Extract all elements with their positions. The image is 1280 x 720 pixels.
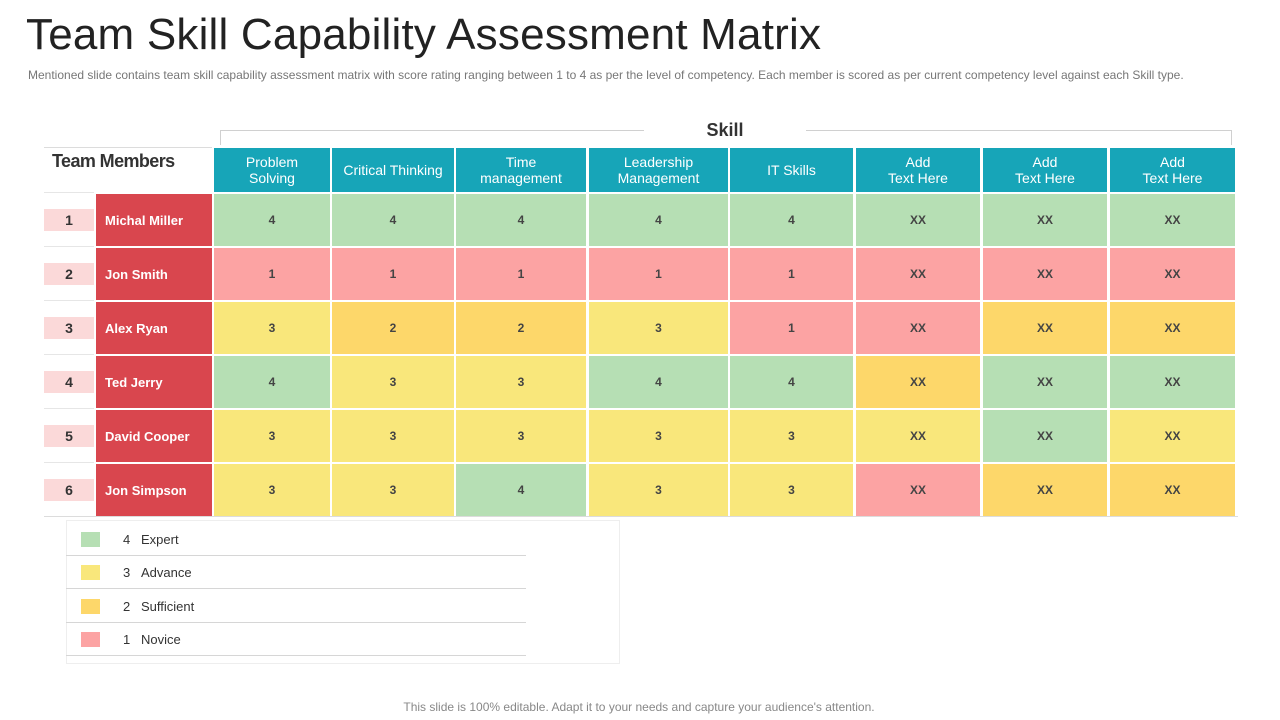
member-number: 6 xyxy=(44,479,94,501)
legend-item: 1 Novice xyxy=(66,622,526,656)
matrix-bottom-divider xyxy=(44,516,1238,517)
page-subtitle: Mentioned slide contains team skill capa… xyxy=(28,68,1184,82)
score-cell: 3 xyxy=(730,410,853,462)
member-number: 1 xyxy=(44,209,94,231)
legend-panel xyxy=(66,520,620,664)
skill-header: IT Skills xyxy=(730,148,853,192)
member-number: 5 xyxy=(44,425,94,447)
skill-group-label: Skill xyxy=(644,118,806,142)
score-cell: XX xyxy=(983,302,1107,354)
legend-label: Novice xyxy=(141,632,181,647)
score-cell: XX xyxy=(1110,464,1235,516)
score-cell: 3 xyxy=(214,410,330,462)
score-cell: 1 xyxy=(730,302,853,354)
skill-header: Leadership Management xyxy=(589,148,728,192)
score-cell: 3 xyxy=(332,464,454,516)
skill-header: Add Text Here xyxy=(856,148,980,192)
row-divider xyxy=(44,462,94,463)
score-cell: 4 xyxy=(332,194,454,246)
member-number: 4 xyxy=(44,371,94,393)
score-cell: XX xyxy=(1110,410,1235,462)
score-cell: XX xyxy=(983,410,1107,462)
row-divider xyxy=(44,246,94,247)
skill-header: Add Text Here xyxy=(1110,148,1235,192)
score-cell: 4 xyxy=(589,194,728,246)
skill-header: Time management xyxy=(456,148,586,192)
score-cell: XX xyxy=(856,302,980,354)
score-cell: XX xyxy=(856,356,980,408)
legend-label: Advance xyxy=(141,565,192,580)
score-cell: XX xyxy=(983,356,1107,408)
score-cell: 1 xyxy=(589,248,728,300)
member-name: David Cooper xyxy=(96,410,212,462)
score-cell: 1 xyxy=(332,248,454,300)
legend-item: 3 Advance xyxy=(66,555,526,589)
legend-swatch xyxy=(81,532,100,547)
member-name: Jon Simpson xyxy=(96,464,212,516)
score-cell: 4 xyxy=(214,356,330,408)
score-cell: 3 xyxy=(214,464,330,516)
score-cell: 3 xyxy=(214,302,330,354)
score-cell: 4 xyxy=(456,464,586,516)
score-cell: XX xyxy=(983,194,1107,246)
team-members-heading: Team Members xyxy=(52,151,175,171)
score-cell: 1 xyxy=(456,248,586,300)
score-cell: 2 xyxy=(456,302,586,354)
score-cell: XX xyxy=(1110,194,1235,246)
legend-level: 4 xyxy=(123,532,131,547)
legend-label: Expert xyxy=(141,532,179,547)
legend-swatch xyxy=(81,565,100,580)
member-name: Ted Jerry xyxy=(96,356,212,408)
legend-item: 4 Expert xyxy=(66,522,526,556)
score-cell: 3 xyxy=(589,410,728,462)
score-cell: 4 xyxy=(589,356,728,408)
score-cell: 1 xyxy=(730,248,853,300)
score-cell: 4 xyxy=(730,356,853,408)
score-cell: XX xyxy=(856,410,980,462)
member-number: 2 xyxy=(44,263,94,285)
skill-header: Problem Solving xyxy=(214,148,330,192)
score-cell: 4 xyxy=(456,194,586,246)
score-cell: 3 xyxy=(456,410,586,462)
score-cell: XX xyxy=(856,194,980,246)
score-cell: 4 xyxy=(730,194,853,246)
score-cell: 1 xyxy=(214,248,330,300)
member-number: 3 xyxy=(44,317,94,339)
legend-label: Sufficient xyxy=(141,599,195,614)
team-members-divider xyxy=(44,147,212,148)
row-divider xyxy=(44,408,94,409)
score-cell: 3 xyxy=(332,410,454,462)
score-cell: 3 xyxy=(456,356,586,408)
score-cell: XX xyxy=(1110,248,1235,300)
member-name: Alex Ryan xyxy=(96,302,212,354)
legend-swatch xyxy=(81,632,100,647)
page-title: Team Skill Capability Assessment Matrix xyxy=(26,10,822,59)
score-cell: XX xyxy=(983,248,1107,300)
legend-level: 3 xyxy=(123,565,131,580)
member-name: Michal Miller xyxy=(96,194,212,246)
score-cell: XX xyxy=(856,464,980,516)
legend-item: 2 Sufficient xyxy=(66,589,526,623)
score-cell: XX xyxy=(983,464,1107,516)
score-cell: 3 xyxy=(589,464,728,516)
score-cell: 3 xyxy=(589,302,728,354)
row-divider xyxy=(44,192,94,193)
score-cell: 4 xyxy=(214,194,330,246)
score-cell: XX xyxy=(1110,302,1235,354)
legend-level: 2 xyxy=(123,599,131,614)
row-divider xyxy=(44,354,94,355)
footer-note: This slide is 100% editable. Adapt it to… xyxy=(403,700,875,714)
score-cell: XX xyxy=(856,248,980,300)
score-cell: XX xyxy=(1110,356,1235,408)
member-name: Jon Smith xyxy=(96,248,212,300)
legend-level: 1 xyxy=(123,632,131,647)
legend-swatch xyxy=(81,599,100,614)
skill-header: Critical Thinking xyxy=(332,148,454,192)
score-cell: 3 xyxy=(332,356,454,408)
score-cell: 3 xyxy=(730,464,853,516)
skill-header: Add Text Here xyxy=(983,148,1107,192)
row-divider xyxy=(44,300,94,301)
score-cell: 2 xyxy=(332,302,454,354)
